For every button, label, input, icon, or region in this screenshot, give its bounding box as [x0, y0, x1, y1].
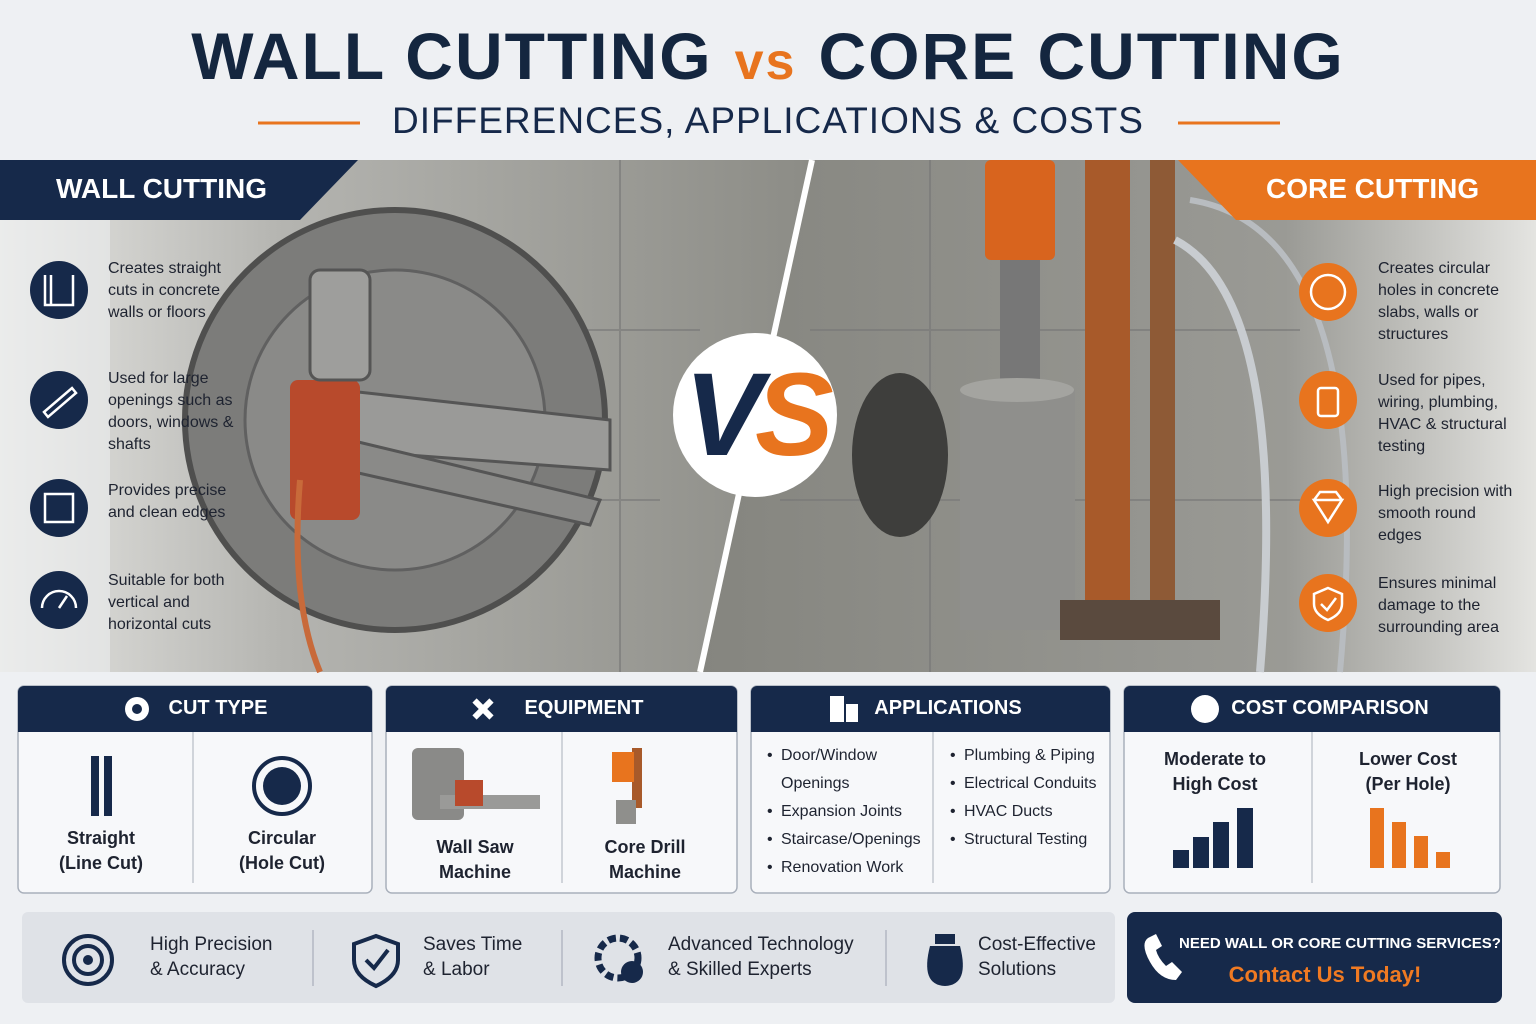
benefit-text: & Accuracy	[150, 959, 246, 980]
panel-title: CUT TYPE	[168, 697, 268, 719]
application-item: Expansion Joints	[767, 798, 927, 826]
application-item: Renovation Work	[767, 854, 927, 882]
application-item: Staircase/Openings	[767, 826, 927, 854]
title: WALL CUTTING vs CORE CUTTING	[0, 18, 1536, 94]
application-item: HVAC Ducts	[950, 798, 1105, 826]
application-list: Door/Window OpeningsExpansion JointsStai…	[767, 742, 927, 882]
benefit-text: Saves Time	[423, 934, 523, 955]
item-label: (Line Cut)	[59, 853, 143, 873]
item-label: Straight	[66, 828, 135, 848]
feature-text: Used for large openings such as doors, w…	[108, 370, 234, 453]
title-part: WALL CUTTING	[191, 19, 713, 93]
item-label: Core Drill	[604, 837, 686, 857]
title-part: vs	[734, 33, 797, 91]
feature-text: Creates circular holes in concrete slabs…	[1378, 260, 1499, 343]
feature-text: Used for pipes, wiring, plumbing, HVAC &…	[1378, 372, 1507, 455]
feature-text: Ensures minimal damage to the surroundin…	[1378, 575, 1499, 636]
application-list: Plumbing & PipingElectrical ConduitsHVAC…	[950, 742, 1105, 854]
application-item: Structural Testing	[950, 826, 1105, 854]
application-item: Electrical Conduits	[950, 770, 1105, 798]
panel-title: COST COMPARISON	[1231, 697, 1429, 719]
benefit-text: High Precision	[150, 934, 273, 955]
item-label: Moderate to	[1163, 749, 1266, 769]
subtitle: DIFFERENCES, APPLICATIONS & COSTS	[392, 100, 1144, 141]
benefit-text: & Labor	[423, 959, 490, 980]
panel-title: EQUIPMENT	[524, 697, 644, 719]
application-item: Plumbing & Piping	[950, 742, 1105, 770]
item-label: High Cost	[1172, 774, 1258, 794]
benefit-text: & Skilled Experts	[668, 959, 812, 980]
application-item: Door/Window Openings	[767, 742, 927, 798]
item-label: Machine	[608, 862, 682, 882]
item-label: (Per Hole)	[1365, 774, 1451, 794]
feature-text: Suitable for both vertical and horizonta…	[108, 572, 225, 633]
panel-title: APPLICATIONS	[874, 697, 1022, 719]
feature-text: Provides precise and clean edges	[108, 482, 227, 521]
item-label: (Hole Cut)	[239, 853, 325, 873]
benefit-text: Advanced Technology	[668, 934, 854, 955]
band-label: WALL CUTTING	[56, 173, 268, 204]
item-label: Circular	[247, 828, 317, 848]
cta-question: NEED WALL OR CORE CUTTING SERVICES?	[1179, 935, 1501, 952]
item-label: Lower Cost	[1358, 749, 1457, 769]
feature-text: High precision with smooth round edges	[1378, 483, 1513, 544]
vs-badge: VS	[684, 349, 833, 481]
benefit-text: Solutions	[978, 959, 1057, 980]
feature-text: Creates straight cuts in concrete walls …	[108, 260, 221, 321]
item-label: Wall Saw	[436, 837, 514, 857]
cta-action: Contact Us Today!	[1228, 962, 1422, 987]
title-part: CORE CUTTING	[818, 19, 1345, 93]
band-label: CORE CUTTING	[1266, 173, 1480, 204]
item-label: Machine	[438, 862, 512, 882]
benefit-text: Cost-Effective	[978, 934, 1096, 955]
